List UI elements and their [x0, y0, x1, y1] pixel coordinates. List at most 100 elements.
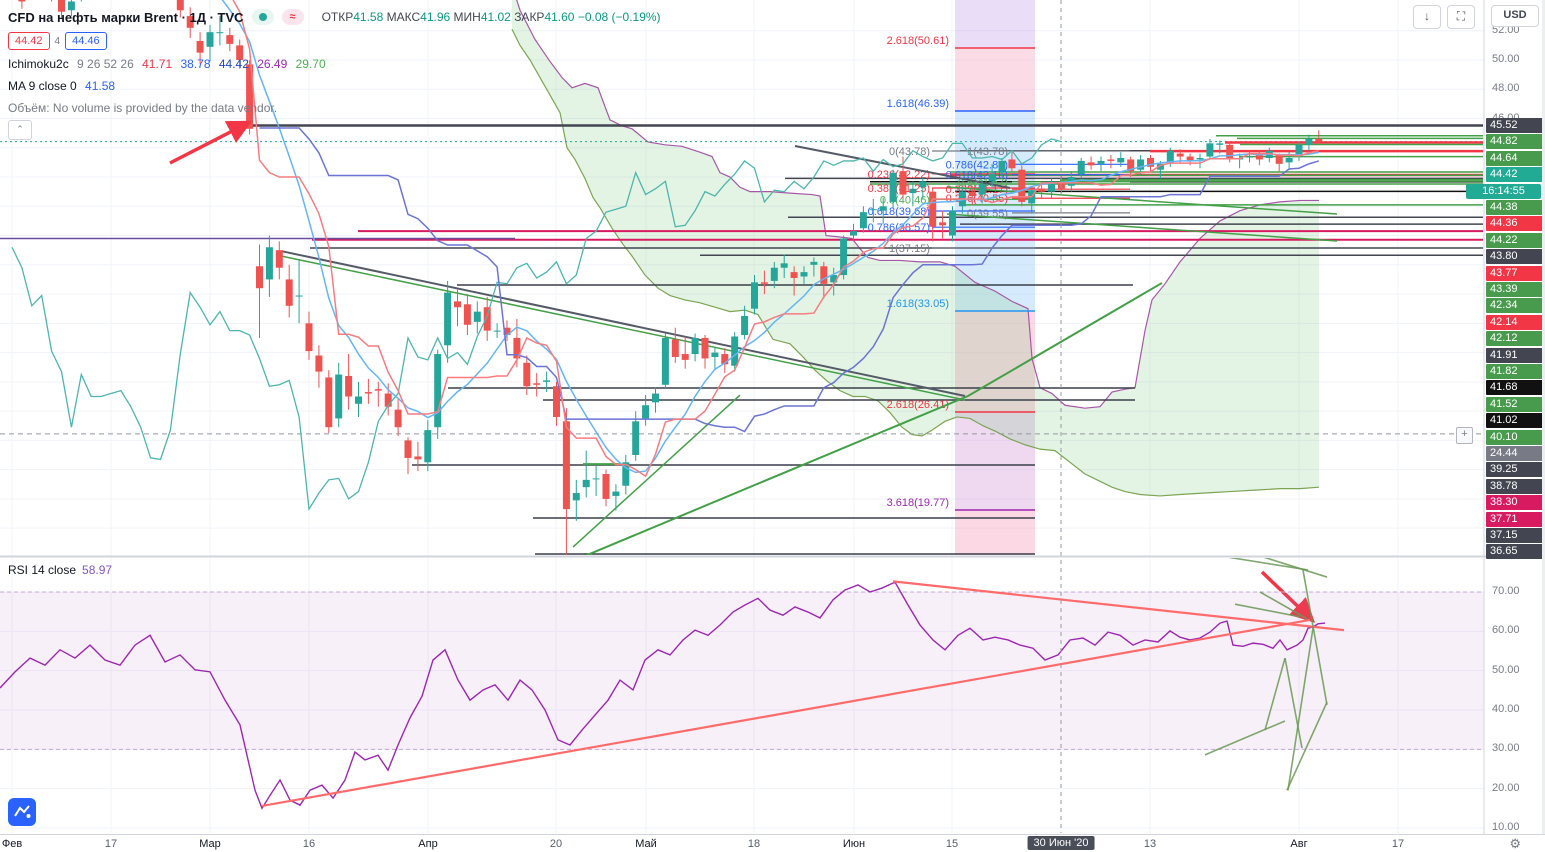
candle-body	[691, 337, 699, 355]
price-level-label[interactable]: 42.34	[1486, 298, 1545, 314]
price-level-label[interactable]: 24.44	[1486, 446, 1545, 462]
candle-body	[632, 421, 640, 455]
bid-price[interactable]: 44.42	[8, 32, 50, 50]
candle-body	[939, 222, 947, 226]
candle-body	[305, 323, 313, 352]
price-axis-tick: 48.00	[1492, 82, 1520, 95]
time-axis-label[interactable]: Фев	[1, 838, 23, 850]
symbol-title[interactable]: CFD на нефть марки Brent · 1Д · TVC	[8, 9, 244, 25]
time-axis[interactable]: Фев 17 Мар 16 Апр 20 Май 18 Июн 15 30 Июн '20 13 Авг…	[0, 834, 1545, 852]
candle-body	[1246, 156, 1253, 158]
price-level-label[interactable]: 41.91	[1486, 347, 1545, 363]
time-axis-label[interactable]: 13	[1143, 838, 1157, 850]
scroll-to-realtime-button[interactable]: ↓	[1413, 5, 1441, 29]
time-axis-label[interactable]: Апр	[418, 838, 438, 850]
price-level-label[interactable]: 40.10	[1486, 429, 1545, 445]
time-axis-label[interactable]: 18	[747, 838, 761, 850]
price-level-label[interactable]: 41.52	[1486, 396, 1545, 412]
candle-body	[196, 40, 204, 53]
price-level-label[interactable]: 45.52	[1486, 118, 1545, 134]
candle-body	[414, 456, 422, 460]
price-level-label[interactable]: 44.82	[1486, 134, 1545, 150]
rsi-trendline-green	[1228, 558, 1309, 571]
candle-body	[1176, 153, 1184, 157]
current-date-label[interactable]: 30 Июн '20	[1027, 836, 1095, 850]
price-level-label[interactable]: 44.38	[1486, 200, 1545, 216]
price-level-label[interactable]: 36.65	[1486, 544, 1545, 560]
maximize-pane-button[interactable]: ⛶	[1447, 5, 1475, 29]
time-axis-label[interactable]: 17	[1391, 838, 1405, 850]
candle-body	[493, 330, 501, 332]
candle-body	[1018, 169, 1026, 202]
candle-body	[810, 261, 818, 265]
price-level-label[interactable]: 43.77	[1486, 265, 1545, 281]
price-level-label[interactable]: 37.71	[1486, 511, 1545, 527]
candle-body	[473, 311, 481, 322]
fib-level-label: 0.618(39.68)	[868, 206, 930, 218]
candle-body	[988, 174, 996, 182]
fib-extension-label: 1.618(33.05)	[887, 298, 949, 310]
candle-body	[1315, 138, 1323, 142]
rsi-axis-tick: 20.00	[1492, 781, 1520, 794]
price-level-label[interactable]: 41.82	[1486, 364, 1545, 380]
time-axis-label[interactable]: Мар	[199, 838, 221, 850]
price-level-label[interactable]: 44.36	[1486, 216, 1545, 232]
price-level-label[interactable]: 42.12	[1486, 331, 1545, 347]
market-status-icon[interactable]	[251, 9, 274, 25]
candle-body	[572, 493, 580, 501]
currency-button[interactable]: USD	[1491, 5, 1539, 27]
time-axis-label[interactable]: 17	[104, 838, 118, 850]
price-level-label[interactable]: 41.02	[1486, 413, 1545, 429]
fib-extension-label: 2.618(50.61)	[887, 35, 949, 47]
price-level-label[interactable]: 38.30	[1486, 495, 1545, 511]
time-axis-label[interactable]: 16	[302, 838, 316, 850]
settings-gear-icon[interactable]: ⚙	[1509, 836, 1521, 851]
fib-level-label: 1(37.15)	[889, 243, 930, 255]
panel-edge[interactable]	[1542, 0, 1545, 834]
candle-body	[513, 337, 521, 359]
tradingview-logo[interactable]	[8, 798, 36, 826]
candle-body	[1226, 144, 1234, 159]
approx-price-icon[interactable]: ≈	[281, 9, 304, 25]
ichimoku-legend[interactable]: Ichimoku2c 9 26 52 26 41.71 38.78 44.42 …	[8, 57, 326, 71]
candle-body	[1216, 143, 1224, 145]
price-level-label[interactable]: 39.25	[1486, 462, 1545, 478]
time-axis-label[interactable]: 15	[945, 838, 959, 850]
price-level-label[interactable]: 43.80	[1486, 249, 1545, 265]
candle-body	[1087, 162, 1095, 166]
annotation-arrow	[1260, 570, 1316, 623]
candle-body	[1275, 155, 1283, 164]
rsi-trendline-green	[1286, 701, 1328, 791]
trendline	[280, 255, 966, 401]
candle-body	[553, 386, 560, 417]
candle-body	[364, 392, 372, 394]
candle-body	[790, 272, 798, 278]
fib-level-label: 0.236(42.22)	[868, 169, 930, 181]
price-level-label[interactable]: 44.64	[1486, 150, 1545, 166]
candle-body	[246, 64, 254, 129]
price-level-label[interactable]: 43.39	[1486, 282, 1545, 298]
price-level-label[interactable]: 42.14	[1486, 314, 1545, 330]
price-level-label[interactable]: 38.78	[1486, 478, 1545, 494]
price-level-label[interactable]: 44.22	[1486, 232, 1545, 248]
time-axis-label[interactable]: Июн	[842, 838, 866, 850]
candle-body	[1186, 156, 1194, 161]
price-level-label[interactable]: 44.42	[1486, 167, 1545, 183]
price-level-label[interactable]: 41.68	[1486, 380, 1545, 396]
time-axis-label[interactable]: Май	[635, 838, 657, 850]
price-level-label[interactable]: 37.15	[1486, 528, 1545, 544]
candle-body	[1038, 188, 1046, 192]
ma9-line	[221, 0, 1319, 474]
candle-body	[701, 337, 709, 359]
add-alert-plus-button[interactable]: +	[1456, 427, 1473, 444]
candle-body	[731, 336, 739, 366]
candle-body	[543, 380, 551, 382]
time-axis-label[interactable]: Авг	[1290, 838, 1308, 850]
rsi-legend[interactable]: RSI 14 close 58.97	[8, 563, 113, 577]
ma-legend[interactable]: MA 9 close 0 41.58	[8, 79, 116, 93]
collapse-legend-button[interactable]: ⌃	[8, 120, 32, 140]
time-axis-label[interactable]: 20	[549, 838, 563, 850]
candle-body	[503, 327, 511, 336]
ask-price[interactable]: 44.46	[65, 32, 107, 50]
